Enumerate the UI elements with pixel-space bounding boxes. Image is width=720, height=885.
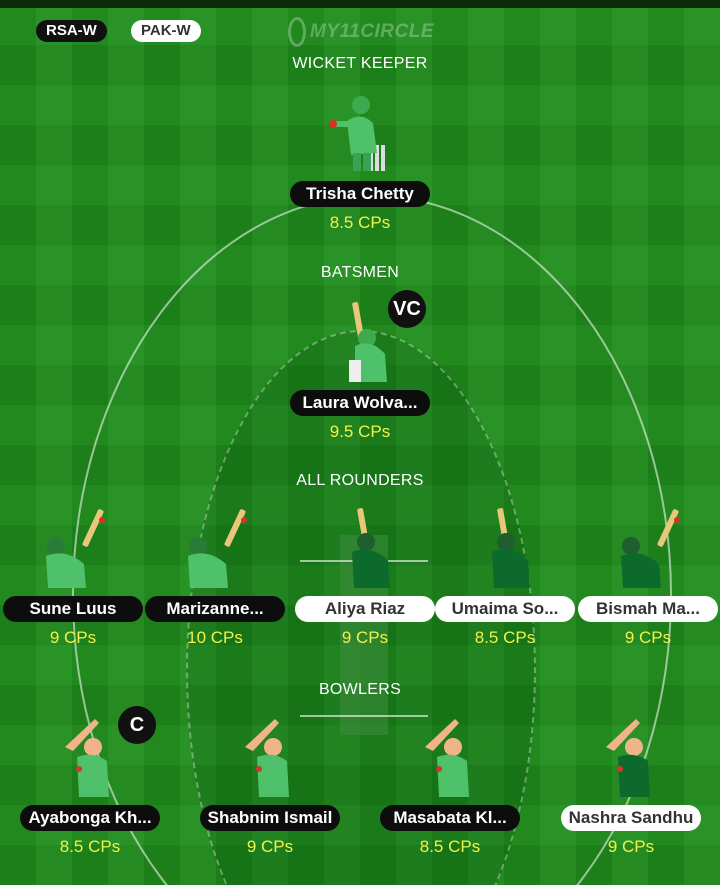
player-name: Shabnim Ismail	[200, 805, 340, 831]
player-credits: 10 CPs	[187, 628, 243, 647]
bowler-icon	[606, 719, 650, 797]
team-badge-pak: PAK-W	[131, 20, 201, 42]
section-title-all-rounders: ALL ROUNDERS	[296, 472, 424, 489]
player-credits: 9 CPs	[246, 837, 294, 856]
batsman-icon	[352, 508, 390, 588]
player-credits: 8.5 CPs	[59, 837, 121, 856]
brand-logo: MY11CIRCLE	[288, 16, 434, 48]
logo-text: MY11CIRCLE	[310, 21, 434, 42]
batsman-icon	[188, 509, 247, 588]
player-credits: 9 CPs	[341, 628, 389, 647]
bowler-icon	[65, 719, 109, 797]
batsman-icon	[46, 509, 105, 588]
player-credits: 8.5 CPs	[474, 628, 536, 647]
player-credits: 9 CPs	[607, 837, 655, 856]
player-credits: 9.5 CPs	[329, 422, 391, 441]
section-title-bowlers: BOWLERS	[318, 681, 402, 698]
player-name: Aliya Riaz	[295, 596, 435, 622]
player-name: Nashra Sandhu	[561, 805, 701, 831]
player-name: Laura Wolva...	[290, 390, 430, 416]
player-name: Masabata Kl...	[380, 805, 520, 831]
section-title-batsmen: BATSMEN	[320, 264, 400, 281]
crease-line	[300, 715, 428, 717]
top-bar	[0, 0, 720, 8]
player-credits: 8.5 CPs	[329, 213, 391, 232]
player-name: Umaima So...	[435, 596, 575, 622]
batsman-icon	[621, 509, 680, 588]
logo-icon	[288, 17, 307, 47]
captain-badge: C	[118, 706, 156, 744]
bowler-icon	[425, 719, 469, 797]
player-credits: 8.5 CPs	[419, 837, 481, 856]
team-badge-rsa: RSA-W	[36, 20, 107, 42]
batsman-icon	[349, 302, 387, 382]
player-credits: 9 CPs	[624, 628, 672, 647]
batsman-icon	[492, 508, 530, 588]
bowler-icon	[245, 719, 289, 797]
player-name: Sune Luus	[3, 596, 143, 622]
player-credits: 9 CPs	[49, 628, 97, 647]
player-name: Trisha Chetty	[290, 181, 430, 207]
vice-captain-badge: VC	[388, 290, 426, 328]
wicket-keeper-icon	[329, 96, 385, 171]
player-name: Ayabonga Kh...	[20, 805, 160, 831]
player-name: Marizanne...	[145, 596, 285, 622]
player-name: Bismah Ma...	[578, 596, 718, 622]
section-title-wicket-keeper: WICKET KEEPER	[292, 55, 428, 72]
